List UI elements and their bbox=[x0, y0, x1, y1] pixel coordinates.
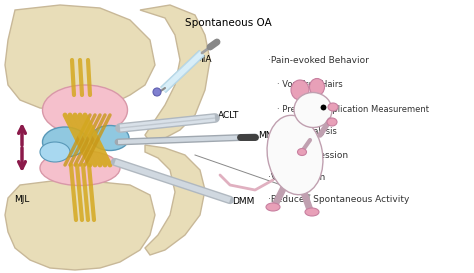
Text: MJL: MJL bbox=[14, 195, 30, 204]
Ellipse shape bbox=[294, 93, 332, 127]
Text: · Pressure Application Measurement: · Pressure Application Measurement bbox=[277, 105, 429, 114]
Polygon shape bbox=[5, 180, 155, 270]
Polygon shape bbox=[140, 5, 210, 142]
Polygon shape bbox=[145, 145, 205, 255]
Ellipse shape bbox=[153, 88, 161, 96]
Text: DMM: DMM bbox=[232, 197, 255, 206]
Text: ·Pain-evoked Behavior: ·Pain-evoked Behavior bbox=[268, 56, 369, 64]
Ellipse shape bbox=[328, 103, 338, 111]
Ellipse shape bbox=[305, 208, 319, 216]
Ellipse shape bbox=[40, 150, 120, 185]
Ellipse shape bbox=[91, 126, 129, 150]
Text: ·Vocalization: ·Vocalization bbox=[268, 173, 325, 182]
Text: ACLT: ACLT bbox=[218, 111, 239, 120]
Text: ·Facial expression: ·Facial expression bbox=[268, 151, 348, 160]
Ellipse shape bbox=[43, 127, 88, 157]
Ellipse shape bbox=[298, 149, 307, 156]
Ellipse shape bbox=[267, 115, 323, 195]
Ellipse shape bbox=[266, 203, 280, 211]
Ellipse shape bbox=[40, 142, 70, 162]
Text: MIA: MIA bbox=[195, 55, 211, 64]
Ellipse shape bbox=[291, 80, 309, 100]
Ellipse shape bbox=[327, 118, 337, 126]
Text: MNX: MNX bbox=[258, 130, 279, 140]
Text: · Von Frey Hairs: · Von Frey Hairs bbox=[277, 80, 343, 89]
Text: ·Reduced Spontaneous Activity: ·Reduced Spontaneous Activity bbox=[268, 195, 409, 204]
Ellipse shape bbox=[310, 79, 325, 96]
Polygon shape bbox=[5, 5, 155, 110]
Text: Spontaneous OA: Spontaneous OA bbox=[185, 18, 272, 28]
Ellipse shape bbox=[43, 85, 128, 135]
Text: · Gait Analysis: · Gait Analysis bbox=[277, 127, 337, 135]
